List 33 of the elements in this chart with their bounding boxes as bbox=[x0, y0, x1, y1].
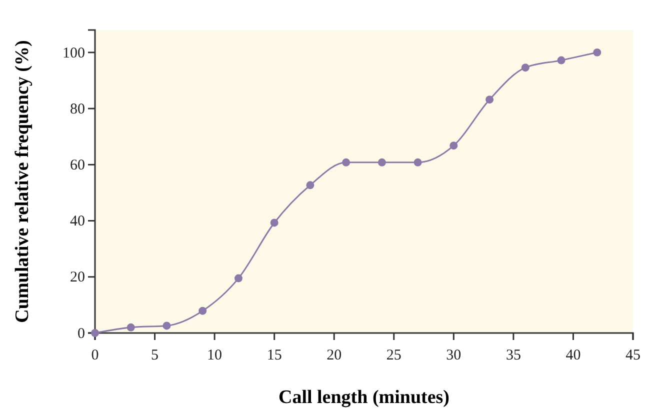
point bbox=[378, 158, 386, 166]
x-tick-label: 25 bbox=[386, 348, 402, 364]
x-tick-label: 20 bbox=[326, 348, 342, 364]
x-tick-label: 15 bbox=[266, 348, 282, 364]
y-axis-title: Cumulative relative frequency (%) bbox=[12, 40, 33, 323]
point bbox=[521, 64, 530, 72]
point bbox=[414, 158, 422, 166]
point bbox=[91, 329, 99, 337]
point bbox=[486, 96, 494, 104]
x-tick-label: 40 bbox=[566, 348, 581, 364]
y-tick-label: 60 bbox=[70, 157, 85, 174]
point bbox=[557, 56, 566, 64]
y-tick-label: 80 bbox=[70, 101, 85, 118]
point bbox=[306, 181, 314, 190]
point bbox=[162, 322, 171, 330]
x-tick-label: 30 bbox=[446, 348, 462, 364]
point bbox=[198, 306, 207, 315]
point bbox=[126, 323, 135, 332]
x-tick-label: 10 bbox=[207, 348, 222, 364]
point bbox=[270, 218, 278, 227]
y-tick-label: 40 bbox=[70, 214, 85, 230]
x-tick-label: 45 bbox=[626, 348, 640, 364]
point bbox=[450, 142, 458, 150]
point bbox=[234, 274, 242, 282]
y-tick-label: 100 bbox=[62, 45, 85, 62]
x-tick-label: 5 bbox=[151, 348, 159, 364]
point bbox=[593, 48, 602, 56]
x-tick-label: 35 bbox=[506, 348, 521, 364]
y-tick-label: 20 bbox=[70, 270, 85, 286]
x-tick-label: 0 bbox=[91, 348, 99, 364]
y-tick-label: 0 bbox=[78, 326, 85, 342]
point bbox=[342, 158, 350, 166]
x-axis-title: Call length (minutes) bbox=[278, 387, 450, 408]
